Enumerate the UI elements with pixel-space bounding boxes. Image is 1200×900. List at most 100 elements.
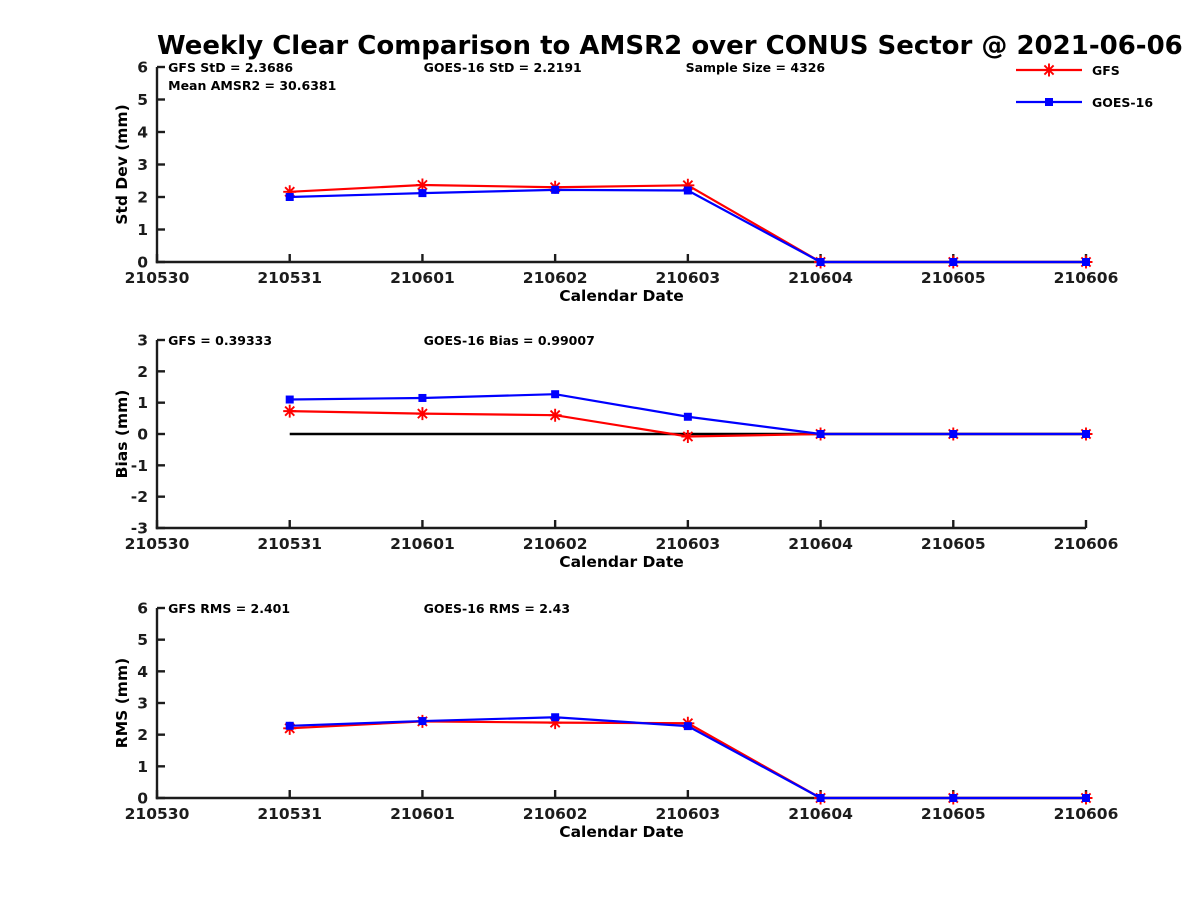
- x-tick-label: 210605: [921, 805, 986, 823]
- square-marker: [418, 393, 427, 402]
- x-tick-label: 210603: [655, 805, 720, 823]
- y-tick-label: 1: [137, 221, 148, 239]
- square-marker: [285, 193, 294, 201]
- asterisk-marker: [1042, 63, 1056, 77]
- y-tick-label: 2: [137, 189, 148, 207]
- x-tick-label: 210605: [921, 269, 986, 287]
- x-tick-label: 210530: [125, 535, 190, 553]
- y-tick-label: 0: [137, 426, 148, 444]
- x-tick-label: 210602: [523, 535, 588, 553]
- square-marker: [816, 794, 825, 802]
- x-tick-label: 210602: [523, 269, 588, 287]
- y-tick-label: 1: [137, 394, 148, 412]
- y-axis-label: Bias (mm): [113, 390, 131, 479]
- y-tick-label: 6: [137, 59, 148, 77]
- asterisk-marker: [283, 185, 297, 199]
- asterisk-marker: [548, 716, 562, 730]
- square-marker: [1082, 430, 1090, 438]
- asterisk-marker: [415, 407, 429, 421]
- annotation: GFS RMS = 2.401: [168, 601, 290, 616]
- chart-bias: -3 -2 -1 0 1 2 3 210530 210531 210601 210602 210603…: [113, 332, 1118, 572]
- square-marker: [949, 430, 958, 438]
- x-tick-label: 210601: [390, 805, 455, 823]
- y-tick-label: -3: [131, 520, 148, 538]
- y-tick-label: 2: [137, 726, 148, 744]
- square-marker: [551, 390, 560, 399]
- legend-line-asterisk-icon: [1016, 63, 1082, 77]
- x-tick-label: 210530: [125, 269, 190, 287]
- x-tick-label: 210604: [788, 269, 853, 287]
- y-tick-label: 4: [137, 124, 148, 142]
- y-tick-label: 0: [137, 254, 148, 272]
- square-marker: [418, 717, 427, 726]
- annotation: Mean AMSR2 = 30.6381: [168, 78, 336, 93]
- legend: GFS GOES-16: [1016, 62, 1153, 110]
- x-tick-label: 210601: [390, 535, 455, 553]
- y-tick-label: 0: [137, 790, 148, 808]
- asterisk-marker: [415, 178, 429, 192]
- legend-line-square-icon: [1016, 98, 1082, 106]
- x-tick-label: 210605: [921, 535, 986, 553]
- annotation: GOES-16 Bias = 0.99007: [424, 333, 595, 348]
- asterisk-marker: [681, 430, 695, 444]
- annotation: GFS StD = 2.3686: [168, 60, 293, 75]
- y-tick-label: -2: [131, 488, 148, 506]
- annotation: GOES-16 StD = 2.2191: [424, 60, 582, 75]
- y-tick-label: 3: [137, 156, 148, 174]
- x-tick-label: 210603: [655, 269, 720, 287]
- square-marker: [418, 189, 427, 198]
- square-marker: [285, 721, 294, 730]
- x-tick-label: 210531: [257, 535, 322, 553]
- legend-entry-goes-16: GOES-16: [1016, 94, 1153, 110]
- series-line-gfs: [289, 183, 1086, 264]
- square-marker: [1045, 98, 1053, 106]
- square-marker: [1082, 258, 1090, 266]
- chart-std-dev: 0 1 2 3 4 5 6 210530 210531 210601 210602 210603 210…: [113, 59, 1118, 306]
- y-axis-label: Std Dev (mm): [113, 104, 131, 224]
- legend-entry-gfs: GFS: [1016, 62, 1153, 78]
- x-tick-label: 210602: [523, 805, 588, 823]
- y-tick-label: 6: [137, 600, 148, 618]
- x-tick-label: 210603: [655, 535, 720, 553]
- square-marker: [683, 186, 692, 195]
- legend-label: GOES-16: [1092, 94, 1154, 110]
- x-tick-label: 210531: [257, 269, 322, 287]
- square-marker: [816, 258, 825, 266]
- y-tick-label: 5: [137, 91, 148, 109]
- x-axis-label: Calendar Date: [559, 823, 684, 841]
- y-tick-label: 3: [137, 332, 148, 350]
- y-tick-label: 4: [137, 663, 148, 681]
- x-tick-label: 210601: [390, 269, 455, 287]
- annotation: Sample Size = 4326: [686, 60, 826, 75]
- x-tick-label: 210606: [1054, 269, 1119, 287]
- square-marker: [949, 794, 958, 802]
- x-tick-label: 210606: [1054, 805, 1119, 823]
- asterisk-marker: [548, 408, 562, 422]
- square-marker: [683, 412, 692, 421]
- y-tick-label: 3: [137, 695, 148, 713]
- x-tick-label: 210604: [788, 535, 853, 553]
- x-axis-label: Calendar Date: [559, 287, 684, 305]
- x-tick-label: 210604: [788, 805, 853, 823]
- x-tick-label: 210530: [125, 805, 190, 823]
- asterisk-marker: [681, 178, 695, 192]
- series-line-goes-16: [289, 188, 1086, 264]
- annotation: GOES-16 RMS = 2.43: [424, 601, 570, 616]
- square-marker: [551, 713, 560, 722]
- square-marker: [949, 258, 958, 266]
- legend-label: GFS: [1092, 62, 1120, 78]
- square-marker: [683, 722, 692, 731]
- asterisk-marker: [283, 404, 297, 418]
- square-marker: [285, 395, 294, 404]
- y-axis-label: RMS (mm): [113, 658, 131, 748]
- x-axis-label: Calendar Date: [559, 553, 684, 571]
- square-marker: [1082, 794, 1090, 802]
- series-line-gfs: [289, 720, 1086, 800]
- figure-title: Weekly Clear Comparison to AMSR2 over CO…: [157, 31, 1183, 61]
- y-tick-label: 2: [137, 363, 148, 381]
- y-tick-label: 5: [137, 631, 148, 649]
- chart-rms: 0 1 2 3 4 5 6 210530 210531 210601 210602 210603 210…: [113, 600, 1118, 842]
- square-marker: [551, 185, 560, 194]
